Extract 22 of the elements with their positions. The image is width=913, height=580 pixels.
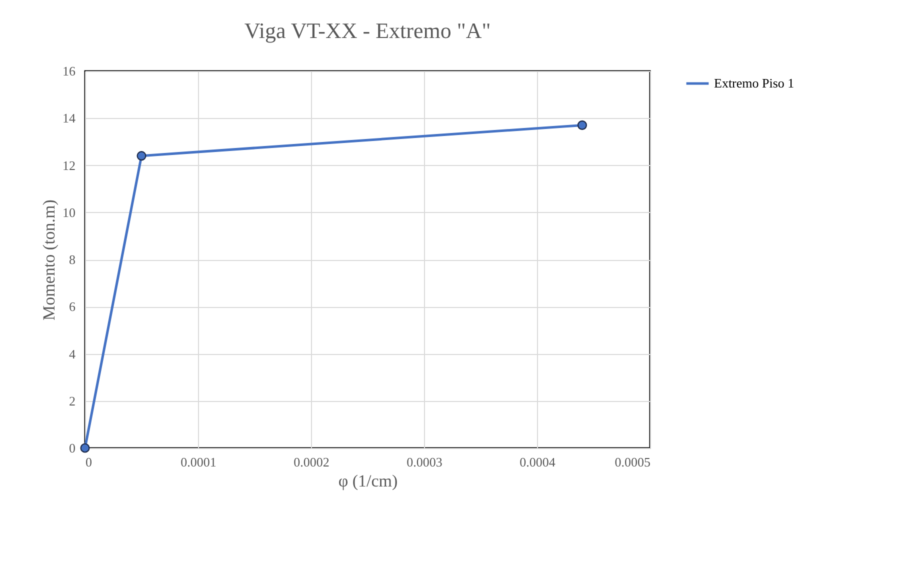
chart-title: Viga VT-XX - Extremo "A" — [244, 18, 491, 43]
y-tick-label: 12 — [62, 158, 76, 173]
y-tick-label: 2 — [69, 393, 76, 408]
y-tick-label: 0 — [69, 440, 76, 456]
x-tick-label: 0.0005 — [614, 454, 650, 470]
y-tick-label: 14 — [62, 110, 76, 126]
legend-label: Extremo Piso 1 — [714, 76, 794, 90]
y-tick-label: 10 — [62, 204, 76, 220]
x-tick-label: 0.0002 — [294, 454, 330, 470]
x-tick-label: 0 — [86, 454, 92, 470]
x-axis-title: φ (1/cm) — [338, 472, 398, 490]
x-tick-label: 0.0001 — [180, 454, 216, 470]
point — [80, 443, 90, 453]
x-tick-label: 0.0004 — [520, 454, 556, 470]
point — [577, 120, 587, 130]
y-tick-label: 4 — [69, 346, 76, 362]
y-tick-label: 8 — [69, 252, 76, 267]
y-tick-label: 16 — [62, 64, 76, 78]
y-axis-title: Momento (ton.m) — [40, 200, 58, 320]
y-tick-label: 6 — [69, 299, 76, 314]
x-tick-label: 0.0003 — [406, 454, 442, 470]
point — [136, 151, 146, 161]
